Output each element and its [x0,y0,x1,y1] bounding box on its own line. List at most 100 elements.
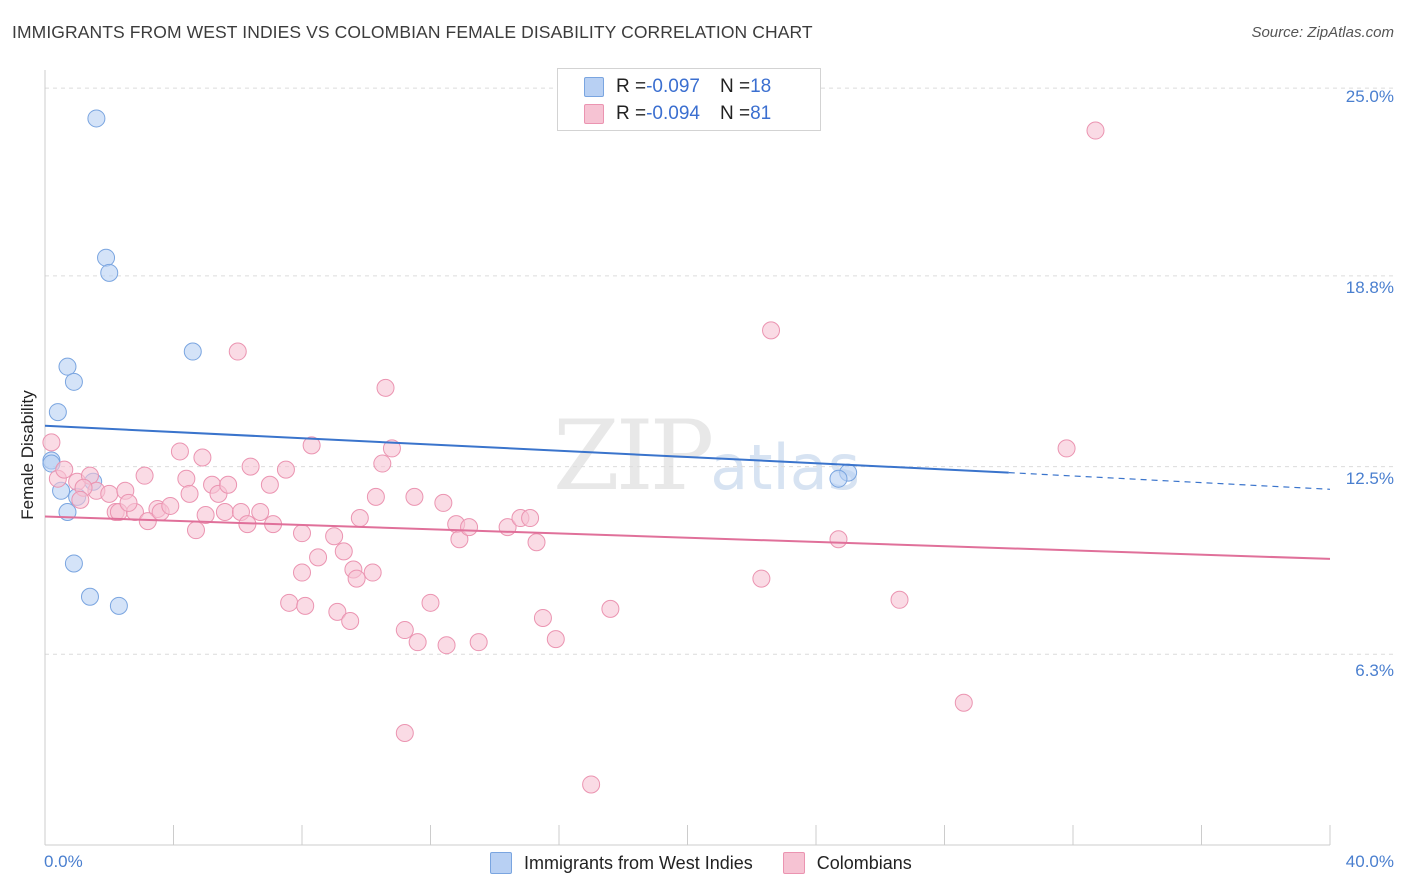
watermark: ZIPatlas [553,400,860,512]
colombians-point [100,484,119,503]
colombians-point [276,460,295,479]
colombians-point [347,569,366,588]
colombians-point [280,593,299,612]
series-legend: Immigrants from West Indies Colombians [490,852,942,874]
west-indies-point [48,403,67,422]
colombians-point [293,524,311,543]
colombians-point [135,466,154,485]
colombians-point [241,457,260,476]
colombians-point [309,548,328,567]
colombians-point [71,490,90,509]
colombians-point [170,442,189,461]
colombians-point [395,723,414,742]
legend-r-label: R = [616,103,647,124]
colombians-point [582,775,601,794]
colombians-point [434,493,453,512]
colombians-point [42,433,61,452]
series-legend-item-colombians[interactable]: Colombians [782,852,912,874]
x-tick-label-max: 40.0% [1345,852,1394,871]
legend-r-label: R = [616,76,647,97]
west-indies-trendline [44,424,1009,474]
legend-r-value: -0.094 [646,103,700,124]
y-axis-label: Female Disability [18,390,37,520]
colombians-point [302,436,321,455]
west-indies-point [80,587,99,606]
colombians-point [325,527,344,546]
colombians-point [546,630,565,649]
colombians-point [376,378,395,397]
colombians-point [296,596,315,615]
west-indies-point [829,469,848,488]
colombians-point [954,693,973,712]
watermark-atlas: atlas [710,431,861,504]
colombians-point [177,469,196,488]
colombians-point [228,342,247,361]
colombians-point [890,590,909,609]
colombians-point [1086,121,1105,140]
series-legend-label: Immigrants from West Indies [524,852,753,873]
colombians-point [293,563,311,582]
colombians-point [186,521,205,540]
colombians-point [180,484,199,503]
colombians-point [215,502,234,521]
colombians-point [382,439,401,458]
colombians-point [251,502,270,521]
colombians-point [260,475,279,494]
legend-row-colombians: R = -0.094 N = 81 [584,101,771,127]
colombians-point [55,460,74,479]
west-indies-point [64,554,83,573]
y-tick-label-25: 25.0% [1345,87,1394,106]
legend-n-label: N = [719,103,751,124]
west-indies-trendline-extension [1008,472,1331,490]
colombians-point [366,487,385,506]
colombians-point [460,518,479,537]
west-indies-point [87,109,106,128]
colombians-point [752,569,771,588]
legend-swatch-blue [584,77,604,97]
series-swatch-blue [490,852,512,874]
colombians-point [521,509,540,528]
colombians-point [762,321,781,340]
west-indies-point [100,263,119,282]
source-credit: Source: ZipAtlas.com [1251,24,1394,41]
colombians-point [219,475,238,494]
colombians-point [119,493,138,512]
y-tick-label-12-5: 12.5% [1345,469,1394,488]
colombians-point [421,593,440,612]
series-legend-item-west-indies[interactable]: Immigrants from West Indies [490,852,753,874]
y-tick-label-6-3: 6.3% [1355,661,1394,680]
colombians-point [334,542,353,561]
west-indies-point [64,372,83,391]
colombians-point [363,563,382,582]
legend-n-value: 18 [750,76,772,97]
colombians-point [373,454,392,473]
correlation-legend: R = -0.097 N = 18 R = -0.094 N = 81 [557,68,821,131]
colombians-point [408,633,427,652]
colombians-point [196,506,215,525]
colombians-point [533,608,552,627]
colombians-trendline [44,515,1331,560]
colombians-point [395,621,414,640]
series-legend-label: Colombians [816,852,912,873]
colombians-point [405,487,424,506]
colombians-point [350,509,369,528]
colombians-point [469,633,488,652]
y-tick-label-18-8: 18.8% [1345,278,1394,297]
colombians-point [1057,439,1076,458]
west-indies-point [183,342,202,361]
colombians-point [437,636,456,655]
colombians-point [328,602,347,621]
series-swatch-pink [782,852,805,874]
colombians-point [527,533,546,552]
x-tick-label-min: 0.0% [44,852,83,871]
legend-r-value: -0.097 [646,76,700,97]
colombians-point [193,448,212,467]
legend-swatch-pink [584,104,604,124]
chart-title: IMMIGRANTS FROM WEST INDIES VS COLOMBIAN… [12,22,813,42]
west-indies-point [97,248,116,267]
colombians-point [601,599,620,618]
legend-row-west-indies: R = -0.097 N = 18 [584,74,771,100]
colombians-point [341,611,360,630]
colombians-point [161,496,180,515]
